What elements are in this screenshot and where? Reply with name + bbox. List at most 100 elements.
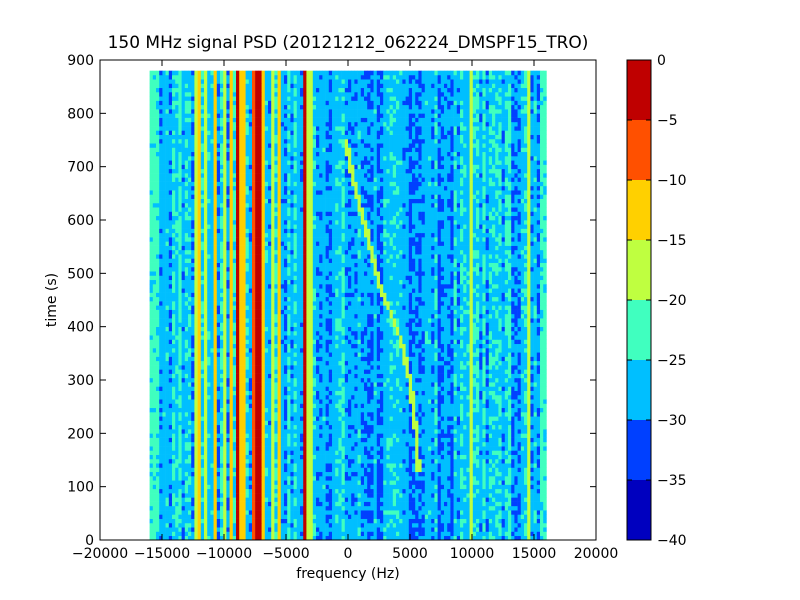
heatmap-cell (296, 403, 301, 409)
heatmap-cell (434, 535, 438, 541)
heatmap-cell (242, 446, 246, 451)
heatmap-cell (156, 454, 160, 460)
heatmap-cell (431, 493, 435, 498)
heatmap-cell (152, 480, 157, 485)
heatmap-cell (527, 399, 531, 404)
heatmap-cell (172, 531, 176, 537)
heatmap-cell (194, 480, 198, 485)
heatmap-cell (168, 514, 173, 519)
heatmap-cell (460, 377, 464, 383)
heatmap-cell (453, 527, 458, 532)
heatmap-cell (306, 497, 310, 502)
heatmap-cell (399, 446, 403, 451)
heatmap-cell (482, 394, 486, 400)
heatmap-cell (261, 399, 266, 404)
heatmap-cell (472, 493, 477, 498)
heatmap-cell (428, 514, 432, 519)
heatmap-cell (348, 488, 352, 494)
heatmap-cell (450, 514, 454, 519)
heatmap-cell (159, 535, 163, 541)
heatmap-cell (392, 535, 397, 541)
heatmap-cell (504, 433, 509, 438)
heatmap-cell (188, 403, 192, 409)
heatmap-cell (261, 433, 266, 438)
heatmap-cell (389, 505, 394, 511)
heatmap-cell (338, 373, 342, 379)
heatmap-cell (348, 429, 352, 434)
heatmap-cell (540, 399, 544, 404)
heatmap-cell (360, 369, 365, 374)
heatmap-cell (248, 446, 253, 451)
heatmap-cell (421, 493, 426, 498)
heatmap-cell (325, 514, 330, 519)
heatmap-cell (415, 399, 419, 404)
heatmap-cell (338, 450, 342, 455)
heatmap-cell (223, 458, 227, 464)
heatmap-cell (335, 441, 339, 447)
heatmap-cell (504, 429, 509, 434)
heatmap-cell (319, 471, 323, 477)
heatmap-cell (261, 412, 266, 417)
heatmap-cell (405, 433, 410, 438)
heatmap-cell (492, 493, 496, 498)
heatmap-cell (293, 493, 298, 498)
heatmap-cell (248, 403, 253, 409)
heatmap-cell (485, 424, 490, 430)
heatmap-cell (431, 407, 435, 413)
heatmap-cell (232, 407, 237, 413)
heatmap-cell (450, 420, 454, 426)
heatmap-cell (152, 369, 157, 374)
heatmap-cell (271, 390, 275, 396)
heatmap-cell (469, 412, 474, 417)
heatmap-cell (335, 373, 339, 379)
heatmap-cell (408, 433, 413, 438)
heatmap-cell (412, 505, 416, 511)
heatmap-cell (460, 407, 464, 413)
heatmap-cell (527, 382, 531, 387)
heatmap-cell (479, 493, 483, 498)
heatmap-cell (184, 424, 189, 430)
heatmap-cell (392, 416, 397, 421)
heatmap-cell (312, 522, 317, 528)
heatmap-cell (488, 463, 493, 468)
heatmap-cell (421, 510, 426, 515)
heatmap-cell (236, 446, 240, 451)
heatmap-cell (444, 497, 448, 502)
heatmap-cell (156, 412, 160, 417)
heatmap-cell (181, 441, 186, 447)
heatmap-cell (280, 441, 285, 447)
heatmap-cell (405, 390, 410, 396)
heatmap-cell (245, 394, 250, 400)
heatmap-cell (418, 373, 422, 379)
heatmap-cell (463, 510, 467, 515)
heatmap-cell (194, 463, 198, 468)
heatmap-cell (373, 386, 378, 391)
heatmap-cell (405, 386, 410, 391)
heatmap-cell (463, 497, 467, 502)
heatmap-cell (341, 484, 346, 490)
heatmap-cell (226, 518, 230, 524)
heatmap-cell (376, 471, 381, 477)
heatmap-cell (178, 488, 182, 494)
heatmap-cell (383, 369, 387, 374)
heatmap-cell (360, 441, 365, 447)
heatmap-cell (322, 493, 326, 498)
heatmap-cell (357, 369, 362, 374)
heatmap-cell (328, 501, 333, 507)
heatmap-cell (396, 480, 400, 485)
heatmap-cell (463, 527, 467, 532)
heatmap-cell (220, 471, 224, 477)
heatmap-cell (306, 458, 310, 464)
heatmap-cell (168, 446, 173, 451)
heatmap-cell (543, 424, 547, 430)
heatmap-cell (392, 420, 397, 426)
heatmap-cell (492, 518, 496, 524)
heatmap-cell (434, 518, 438, 524)
heatmap-cell (501, 518, 506, 524)
heatmap-cell (245, 446, 250, 451)
heatmap-cell (156, 531, 160, 537)
heatmap-cell (309, 535, 314, 541)
heatmap-cell (508, 407, 512, 413)
heatmap-cell (485, 493, 490, 498)
heatmap-cell (255, 497, 259, 502)
